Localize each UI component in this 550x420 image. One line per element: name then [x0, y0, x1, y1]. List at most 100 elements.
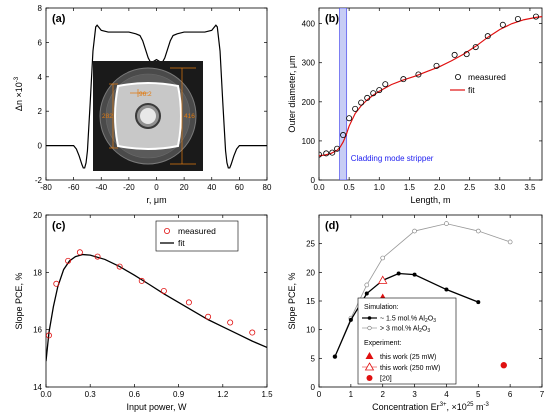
- panel-d-ytick-label-1: 5: [311, 354, 316, 363]
- panel-c-xlabel: Input power, W: [126, 402, 187, 412]
- panel-c-legend-fit-label: fit: [178, 238, 185, 248]
- panel-d-exp-250mw-point-0: [378, 275, 388, 284]
- panel-c-measured-point-3: [76, 249, 83, 256]
- legend-exp2-marker: [364, 362, 375, 371]
- legend-exp1-label: this work (25 mW): [380, 354, 436, 361]
- panel-b-xlabel: Length, m: [410, 195, 450, 205]
- legend-exp-title: Experiment:: [364, 340, 401, 347]
- panel-c-ytick-label-2: 18: [33, 268, 42, 277]
- panel-d-xtick-label-2: 2: [380, 390, 385, 399]
- panel-c-ytick-label-0: 14: [33, 383, 42, 392]
- panel-d-sim-low-al-point-4: [396, 271, 401, 276]
- panel-b-measured-point-17: [472, 44, 479, 51]
- panel-c-legend-measured-label: measured: [178, 226, 216, 236]
- panel-a-xtick-label-3: -20: [123, 183, 135, 192]
- panel-a-marks: [46, 24, 267, 169]
- panel-d-ylabel: Slope PCE, %: [287, 272, 297, 329]
- panel-b-measured-point-10: [376, 87, 383, 94]
- panel-b-xtick-label-0: 0.0: [313, 183, 325, 192]
- panel-b-measured-point-3: [334, 145, 341, 152]
- panel-d-label: (d): [325, 220, 339, 232]
- panel-c-ytick-label-1: 16: [33, 326, 42, 335]
- panel-b-outer-diameter: 0.0 0.5 1.0 1.5 2.0 2.5 3.0 3.5 0 100 200 300 400 Len…: [287, 7, 543, 205]
- panel-d-xlabel: Concentration Er3+, ×1025 m-3: [372, 402, 489, 412]
- legend-exp3-marker: [366, 375, 373, 381]
- panel-d-ytick-label-4: 20: [306, 268, 315, 277]
- panel-b-measured-point-18: [484, 33, 491, 40]
- panel-c-measured-point-11: [249, 329, 256, 336]
- panel-c-xtick-label-4: 1.2: [217, 390, 229, 399]
- panel-c-measured-point-1: [53, 280, 60, 287]
- panel-b-measured-point-12: [400, 76, 407, 83]
- panel-d-sim-low-al-point-5: [412, 272, 417, 277]
- panel-b-xtick-label-3: 1.5: [404, 183, 416, 192]
- panel-d-sim-low-al-point-6: [444, 287, 449, 292]
- panel-d-ytick-label-5: 25: [306, 240, 315, 249]
- panel-a-xtick-label-7: 60: [235, 183, 244, 192]
- panel-b-measured-point-21: [532, 13, 539, 20]
- panel-d-sim-high-al-point-3: [380, 255, 386, 261]
- panel-a-ytick-label-3: 4: [38, 73, 43, 82]
- panel-b-ytick-label-2: 200: [302, 98, 316, 107]
- panel-b-measured-point-14: [433, 62, 440, 69]
- panel-c-marks: [46, 249, 267, 362]
- panel-b-stripper-band: [339, 8, 348, 180]
- panel-c-measured-point-4: [94, 253, 101, 260]
- panel-c-legend-measured-marker: [163, 227, 170, 234]
- panel-a-ylabel: Δn ×10-3: [14, 76, 24, 111]
- panel-d-legend-box: [357, 297, 457, 385]
- inset-label-96: 96.2: [139, 91, 152, 98]
- panel-d-sim-high-al-line: [334, 223, 511, 357]
- panel-b-measured-point-0: [319, 151, 322, 158]
- inset-label-282: 282: [102, 113, 113, 120]
- panel-d-sim-high-al-point-7: [507, 239, 513, 245]
- panel-c-measured-point-5: [116, 263, 123, 270]
- legend-exp1-marker: [365, 352, 374, 359]
- panel-d-ytick-label-3: 15: [306, 297, 315, 306]
- panel-b-xtick-label-5: 2.5: [464, 183, 476, 192]
- panel-d-xtick-label-7: 7: [540, 390, 545, 399]
- panel-b-measured-point-13: [415, 71, 422, 78]
- panel-b-xtick-label-1: 0.5: [344, 183, 356, 192]
- panel-b-measured-point-20: [514, 15, 521, 22]
- panel-b-measured-point-8: [364, 94, 371, 101]
- legend-sim1-marker: [367, 316, 372, 320]
- panel-b-measured-point-7: [358, 99, 365, 106]
- panel-a-ytick-label-5: 8: [38, 4, 43, 13]
- panel-d-xtick-label-4: 4: [444, 390, 449, 399]
- panel-b-legend-measured-marker: [454, 74, 461, 81]
- panel-d-marks: [332, 221, 513, 369]
- panel-b-measured-point-6: [352, 105, 359, 112]
- legend-exp3-label: [20]: [380, 376, 392, 383]
- panel-d-sim-low-al-line: [334, 272, 479, 357]
- panel-d-sim-high-al-point-2: [364, 282, 370, 288]
- legend-sim2-marker: [367, 325, 372, 331]
- panel-d-xtick-label-3: 3: [412, 390, 417, 399]
- legend-sim2-label: > 3 mol.% Al2O3: [380, 326, 430, 335]
- panel-d-sim-low-al-point-7: [476, 300, 481, 305]
- panel-d-xtick-label-5: 5: [476, 390, 481, 399]
- panel-b-measured-point-9: [370, 90, 377, 97]
- panel-b-ytick-label-3: 300: [302, 59, 316, 68]
- panel-b-ytick-label-1: 100: [302, 137, 316, 146]
- panel-b-xtick-label-4: 2.0: [434, 183, 446, 192]
- panel-b-ylabel: Outer diameter, μm: [287, 55, 297, 132]
- panel-d-slope-pce-vs-concentration: 0 1 2 3 4 5 6 7 0 5 10 15 20 25 Concentration Er3+, ×1…: [287, 214, 545, 412]
- panel-a-ytick-label-0: -2: [35, 176, 43, 185]
- legend-sim1-label: ~ 1.5 mol.% Al2O3: [380, 316, 436, 325]
- panel-b-axes-frame: [318, 7, 543, 181]
- panel-a-label: (a): [52, 13, 66, 25]
- panel-d-sim-high-al-point-5: [444, 221, 449, 226]
- panel-b-ytick-label-4: 400: [302, 20, 316, 29]
- inset-dimension-lines: [109, 67, 196, 165]
- panel-d-ref20-point-0: [500, 362, 507, 369]
- panel-b-legend-measured-label: measured: [468, 72, 506, 82]
- panel-c-measured-point-10: [227, 319, 234, 326]
- panel-a-profile-line: [46, 24, 267, 169]
- panel-d-ytick-label-0: 0: [311, 383, 316, 392]
- panel-d-xtick-label-0: 0: [317, 390, 322, 399]
- panel-b-stripper-label: Cladding mode stripper: [351, 154, 434, 163]
